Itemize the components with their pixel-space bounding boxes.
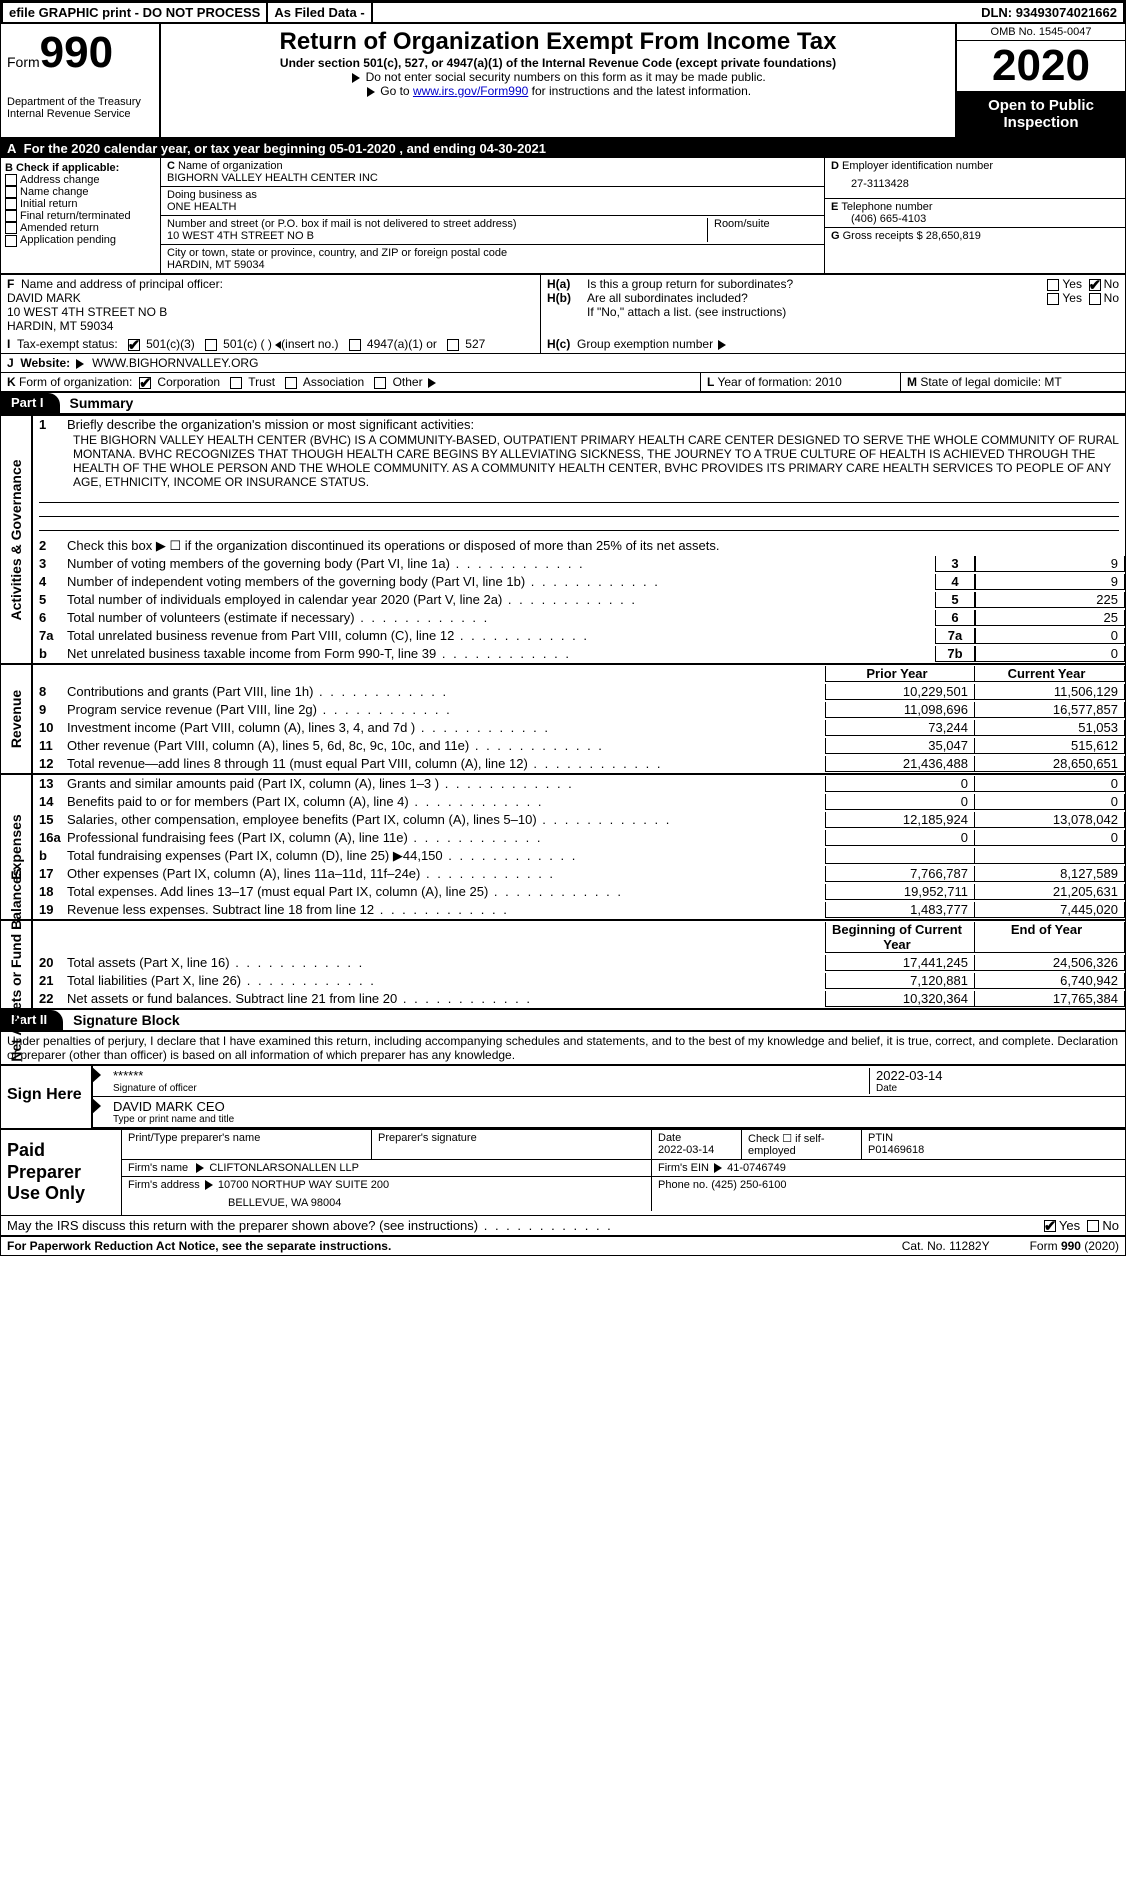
- row-a-period: A For the 2020 calendar year, or tax yea…: [1, 139, 1125, 158]
- paid-preparer: Paid Preparer Use Only Print/Type prepar…: [1, 1128, 1125, 1215]
- summary-line: 5Total number of individuals employed in…: [33, 591, 1125, 609]
- column-d-e-g: D Employer identification number 27-3113…: [825, 158, 1125, 273]
- row-f-h: F Name and address of principal officer:…: [1, 274, 1125, 335]
- dept-treasury: Department of the Treasury Internal Reve…: [7, 96, 153, 120]
- street: 10 WEST 4TH STREET NO B: [167, 230, 701, 242]
- firm-phone: (425) 250-6100: [711, 1179, 786, 1191]
- summary-line: 16aProfessional fundraising fees (Part I…: [33, 829, 1125, 847]
- summary-line: 19Revenue less expenses. Subtract line 1…: [33, 901, 1125, 919]
- ptin: P01469618: [868, 1144, 924, 1156]
- summary-line: 7aTotal unrelated business revenue from …: [33, 627, 1125, 645]
- section-expenses: Expenses 13Grants and similar amounts pa…: [1, 773, 1125, 919]
- row-k-l-m: K Form of organization: Corporation Trus…: [1, 373, 1125, 393]
- as-filed: As Filed Data -: [268, 3, 372, 22]
- city: HARDIN, MT 59034: [167, 259, 818, 271]
- part-2-header: Part II Signature Block: [1, 1008, 1125, 1032]
- dba: ONE HEALTH: [167, 201, 818, 213]
- firm-addr1: 10700 NORTHUP WAY SUITE 200: [218, 1179, 389, 1191]
- officer-name-title: DAVID MARK CEO: [113, 1099, 1119, 1114]
- prep-date: 2022-03-14: [658, 1144, 714, 1156]
- column-b: B Check if applicable: Address change Na…: [1, 158, 161, 273]
- subtitle-3: Go to www.irs.gov/Form990 for instructio…: [169, 84, 947, 98]
- sig-date: 2022-03-14: [876, 1068, 1119, 1083]
- summary-line: 21Total liabilities (Part X, line 26)7,1…: [33, 972, 1125, 990]
- subtitle-1: Under section 501(c), 527, or 4947(a)(1)…: [169, 56, 947, 70]
- summary-line: 10Investment income (Part VIII, column (…: [33, 719, 1125, 737]
- signature-block: Sign Here ****** Signature of officer 20…: [1, 1064, 1125, 1128]
- summary-line: 3Number of voting members of the governi…: [33, 555, 1125, 573]
- summary-line: bTotal fundraising expenses (Part IX, co…: [33, 847, 1125, 865]
- section-governance: Activities & Governance 1Briefly describ…: [1, 415, 1125, 663]
- chk-initial-return: Initial return: [5, 198, 156, 210]
- summary-line: 17Other expenses (Part IX, column (A), l…: [33, 865, 1125, 883]
- sig-stars: ******: [113, 1068, 869, 1083]
- officer-city: HARDIN, MT 59034: [7, 319, 534, 333]
- summary-line: 8Contributions and grants (Part VIII, li…: [33, 683, 1125, 701]
- room-suite-lbl: Room/suite: [708, 218, 818, 242]
- summary-line: 11Other revenue (Part VIII, column (A), …: [33, 737, 1125, 755]
- summary-line: 15Salaries, other compensation, employee…: [33, 811, 1125, 829]
- line-2: Check this box ▶ ☐ if the organization d…: [67, 538, 1125, 554]
- firm-name: CLIFTONLARSONALLEN LLP: [209, 1162, 359, 1174]
- chk-app-pending: Application pending: [5, 234, 156, 246]
- ein: 27-3113428: [831, 172, 1119, 196]
- domicile: MT: [1044, 375, 1061, 389]
- h-note: If "No," attach a list. (see instruction…: [547, 305, 1119, 319]
- tax-year: 2020: [957, 41, 1125, 91]
- section-b-through-g: B Check if applicable: Address change Na…: [1, 158, 1125, 274]
- summary-line: 18Total expenses. Add lines 13–17 (must …: [33, 883, 1125, 901]
- summary-line: 9Program service revenue (Part VIII, lin…: [33, 701, 1125, 719]
- dln: DLN: 93493074021662: [975, 3, 1123, 22]
- summary-line: 13Grants and similar amounts paid (Part …: [33, 775, 1125, 793]
- form-990-page: efile GRAPHIC print - DO NOT PROCESS As …: [0, 0, 1126, 1256]
- summary-line: 12Total revenue—add lines 8 through 11 (…: [33, 755, 1125, 773]
- topbar: efile GRAPHIC print - DO NOT PROCESS As …: [1, 1, 1125, 24]
- penalty-statement: Under penalties of perjury, I declare th…: [1, 1032, 1125, 1064]
- section-net-assets: Net Assets or Fund Balances Beginning of…: [1, 919, 1125, 1008]
- summary-line: 14Benefits paid to or for members (Part …: [33, 793, 1125, 811]
- footer: For Paperwork Reduction Act Notice, see …: [1, 1235, 1125, 1255]
- firm-ein: 41-0746749: [727, 1162, 786, 1174]
- form-word: Form: [7, 54, 40, 70]
- summary-line: 6Total number of volunteers (estimate if…: [33, 609, 1125, 627]
- website: WWW.BIGHORNVALLEY.ORG: [92, 356, 258, 370]
- discuss-row: May the IRS discuss this return with the…: [1, 1215, 1125, 1235]
- year-formation: 2010: [815, 375, 842, 389]
- form-header: Form990 Department of the Treasury Inter…: [1, 24, 1125, 139]
- summary-line: bNet unrelated business taxable income f…: [33, 645, 1125, 663]
- firm-addr2: BELLEVUE, WA 98004: [128, 1191, 645, 1209]
- chk-address-change: Address change: [5, 174, 156, 186]
- officer-name: DAVID MARK: [7, 291, 534, 305]
- phone: (406) 665-4103: [831, 213, 1119, 225]
- row-j-website: J Website: WWW.BIGHORNVALLEY.ORG: [1, 354, 1125, 373]
- mission-text: THE BIGHORN VALLEY HEALTH CENTER (BVHC) …: [33, 433, 1125, 489]
- omb-number: OMB No. 1545-0047: [957, 24, 1125, 41]
- row-i-hc: I Tax-exempt status: 501(c)(3) 501(c) ( …: [1, 335, 1125, 354]
- subtitle-2: Do not enter social security numbers on …: [169, 70, 947, 84]
- chk-final-return: Final return/terminated: [5, 210, 156, 222]
- form-title: Return of Organization Exempt From Incom…: [169, 28, 947, 56]
- chk-amended: Amended return: [5, 222, 156, 234]
- efile-notice: efile GRAPHIC print - DO NOT PROCESS: [3, 3, 268, 22]
- org-name: BIGHORN VALLEY HEALTH CENTER INC: [167, 172, 818, 184]
- summary-line: 20Total assets (Part X, line 16)17,441,2…: [33, 954, 1125, 972]
- gross-receipts: 28,650,819: [926, 230, 981, 242]
- summary-line: 4Number of independent voting members of…: [33, 573, 1125, 591]
- form-number: 990: [40, 28, 113, 77]
- summary-line: 22Net assets or fund balances. Subtract …: [33, 990, 1125, 1008]
- officer-street: 10 WEST 4TH STREET NO B: [7, 305, 534, 319]
- column-c: C Name of organization BIGHORN VALLEY HE…: [161, 158, 825, 273]
- irs-link[interactable]: www.irs.gov/Form990: [413, 84, 528, 98]
- part-1-header: Part I Summary: [1, 393, 1125, 415]
- open-to-public: Open to Public Inspection: [957, 91, 1125, 137]
- chk-name-change: Name change: [5, 186, 156, 198]
- section-revenue: Revenue Prior YearCurrent Year 8Contribu…: [1, 663, 1125, 773]
